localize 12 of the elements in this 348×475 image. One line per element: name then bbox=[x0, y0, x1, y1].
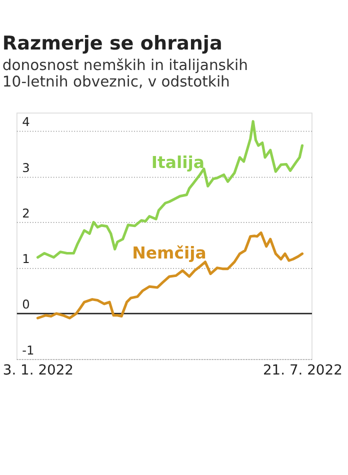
chart-subtitle: donosnost nemških in italijanskih 10-letnih obveznic, v odstotkih bbox=[2, 57, 248, 91]
series-label: Italija bbox=[151, 153, 204, 172]
y-tick-label: 1 bbox=[22, 252, 30, 266]
y-tick-label: 0 bbox=[22, 298, 30, 312]
series-label: Nemčija bbox=[132, 243, 206, 262]
y-tick-label: 2 bbox=[22, 206, 30, 220]
y-tick-label: 3 bbox=[22, 160, 30, 175]
x-tick-label: 3. 1. 2022 bbox=[2, 362, 74, 378]
y-tick-label: 4 bbox=[22, 115, 30, 130]
y-tick-label: -1 bbox=[22, 343, 34, 358]
chart-title: Razmerje se ohranja bbox=[2, 31, 222, 54]
x-tick-label: 21. 7. 2022 bbox=[262, 362, 342, 378]
